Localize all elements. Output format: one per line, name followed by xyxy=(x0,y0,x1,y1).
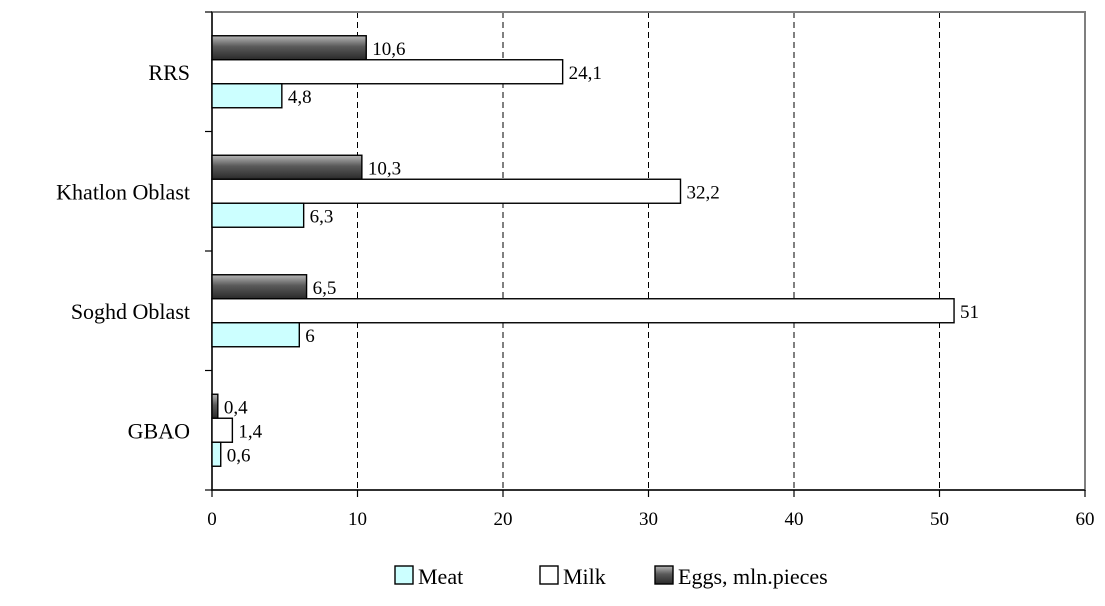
data-label-meat-rrs: 4,8 xyxy=(288,87,312,108)
data-label-meat-soghd-oblast: 6 xyxy=(305,326,315,347)
x-tick-label-50: 50 xyxy=(930,509,949,530)
legend-label-meat: Meat xyxy=(418,564,463,589)
legend-swatch-eggs-mln-pieces xyxy=(654,565,674,585)
category-label-rrs: RRS xyxy=(148,60,190,85)
data-label-meat-khatlon-oblast: 6,3 xyxy=(310,206,334,227)
category-label-khatlon-oblast: Khatlon Oblast xyxy=(56,179,190,204)
bar-eggs-mln-pieces-gbao xyxy=(211,393,219,419)
bar-eggs-mln-pieces-khatlon-oblast xyxy=(211,154,363,180)
x-tick-label-40: 40 xyxy=(785,509,804,530)
bar-milk-rrs xyxy=(211,59,564,85)
legend-swatch-meat xyxy=(394,565,414,585)
data-label-eggs-mln-pieces-rrs: 10,6 xyxy=(372,39,405,60)
category-label-gbao: GBAO xyxy=(128,418,190,443)
bar-milk-khatlon-oblast xyxy=(211,178,682,204)
bar-meat-gbao xyxy=(211,441,222,467)
bar-milk-gbao xyxy=(211,417,234,443)
data-label-eggs-mln-pieces-gbao: 0,4 xyxy=(224,397,248,418)
bar-meat-rrs xyxy=(211,83,283,109)
bar-milk-soghd-oblast xyxy=(211,298,955,324)
data-label-eggs-mln-pieces-soghd-oblast: 6,5 xyxy=(313,278,337,299)
x-tick-label-0: 0 xyxy=(207,509,217,530)
bar-eggs-mln-pieces-rrs xyxy=(211,35,367,61)
data-label-milk-soghd-oblast: 51 xyxy=(960,302,979,323)
data-label-meat-gbao: 0,6 xyxy=(227,445,251,466)
legend-swatch-milk xyxy=(539,565,559,585)
legend-label-milk: Milk xyxy=(563,564,606,589)
bar-meat-khatlon-oblast xyxy=(211,202,305,228)
x-tick-label-20: 20 xyxy=(494,509,513,530)
data-label-milk-rrs: 24,1 xyxy=(569,63,602,84)
x-tick-label-10: 10 xyxy=(348,509,367,530)
plot-area: 0 10 20 30 40 50 60 RRS 10,6 24,1 4,8 Khatlon Oblas… xyxy=(56,11,1095,530)
legend: Meat Milk Eggs, mln.pieces xyxy=(394,564,828,589)
x-tick-label-60: 60 xyxy=(1076,509,1095,530)
data-label-milk-gbao: 1,4 xyxy=(238,421,262,442)
category-label-soghd-oblast: Soghd Oblast xyxy=(71,299,190,324)
bar-meat-soghd-oblast xyxy=(211,322,301,348)
bar-eggs-mln-pieces-soghd-oblast xyxy=(211,274,308,300)
data-label-eggs-mln-pieces-khatlon-oblast: 10,3 xyxy=(368,158,401,179)
x-tick-label-30: 30 xyxy=(639,509,658,530)
legend-label-eggs-mln-pieces: Eggs, mln.pieces xyxy=(678,564,828,589)
data-label-milk-khatlon-oblast: 32,2 xyxy=(687,182,720,203)
